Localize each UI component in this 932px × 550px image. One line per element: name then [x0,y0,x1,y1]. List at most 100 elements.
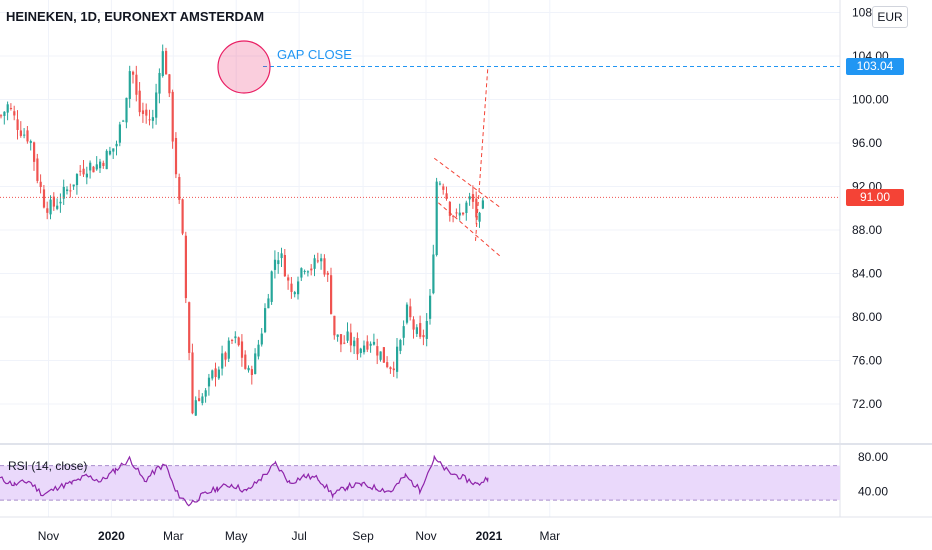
candle-body [207,377,211,387]
candle-body [432,254,435,294]
candle-body [188,302,191,353]
candle-body [333,315,336,336]
candle-body [125,97,128,123]
candle-body [0,115,3,117]
candle-body [442,186,445,190]
candle-body [52,196,55,207]
candle-body [79,170,82,172]
candle-body [102,162,105,166]
candle-body [138,90,141,113]
candle-body [468,196,471,200]
candle-body [425,320,428,339]
price-axis-tick: 84.00 [852,267,882,281]
candle-body [359,348,362,354]
candlestick-series [0,44,484,416]
time-axis-tick: Jul [291,529,306,543]
candle-body [72,184,75,187]
candle-body [99,161,102,169]
candle-body [297,281,300,295]
price-axis-tick: 88.00 [852,223,882,237]
target-price-tag: 103.04 [846,57,904,75]
candle-body [353,340,356,347]
candle-body [174,137,178,175]
candle-body [118,124,121,143]
candle-body [224,352,227,360]
candle-body [306,271,310,273]
candle-body [458,212,461,216]
candle-body [184,235,187,299]
candle-body [36,158,39,181]
candle-body [89,162,92,171]
time-axis-tick: Nov [38,529,59,543]
candle-body [13,111,16,116]
candle-body [422,335,425,338]
candle-body [435,181,438,256]
candle-body [386,362,389,368]
candle-body [59,201,62,204]
gap-close-circle [217,40,271,94]
candle-body [16,119,19,130]
price-axis-tick: 96.00 [852,136,882,150]
candle-body [148,119,151,121]
candle-body [141,110,145,114]
candle-body [303,270,306,272]
time-axis-tick: May [225,529,248,543]
candle-body [237,337,240,346]
currency-badge[interactable]: EUR [872,6,908,28]
candle-body [39,181,42,188]
candle-body [194,400,197,416]
candle-body [158,72,161,94]
candle-body [49,199,52,215]
candle-body [326,272,329,275]
time-axis-tick: Nov [415,529,436,543]
candle-body [369,343,372,346]
candle-body [399,340,402,351]
candle-body [283,255,286,277]
candle-body [462,212,465,215]
candle-body [151,117,154,121]
candle-body [198,398,201,402]
candle-body [372,341,376,345]
candle-body [260,333,263,345]
candle-body [287,277,290,281]
candle-body [105,150,108,170]
price-axis-tick: 76.00 [852,354,882,368]
candle-body [204,390,207,397]
candle-body [471,194,475,202]
candle-body [277,260,280,265]
candle-body [356,338,359,355]
candle-body [290,283,293,292]
candle-body [181,199,184,234]
price-axis-tick: 80.00 [852,310,882,324]
candle-body [221,353,224,369]
candle-body [257,344,260,357]
candle-body [452,215,455,217]
chart-title: HEINEKEN, 1D, EURONEXT AMSTERDAM [6,9,265,24]
candle-body [313,258,316,269]
candle-body [145,109,148,116]
candle-body [402,326,405,338]
candle-body [227,340,230,359]
time-axis-tick: Mar [539,529,560,543]
candle-body [3,111,6,116]
candle-body [475,198,478,218]
candle-body [42,189,46,208]
candle-body [254,353,257,374]
candle-body [128,71,131,99]
candle-body [171,91,174,142]
candle-body [33,142,36,162]
candle-body [396,346,399,372]
candle-body [165,50,168,75]
candle-body [240,341,244,358]
last-price-tag: 91.00 [846,188,904,206]
candle-body [389,367,392,370]
candle-body [448,201,451,216]
candle-body [23,134,26,136]
candle-body [9,107,13,109]
candle-body [211,370,214,379]
candle-body [234,336,237,339]
price-axis-tick: 100.00 [852,93,889,107]
candle-body [264,308,267,333]
candle-body [392,368,395,371]
